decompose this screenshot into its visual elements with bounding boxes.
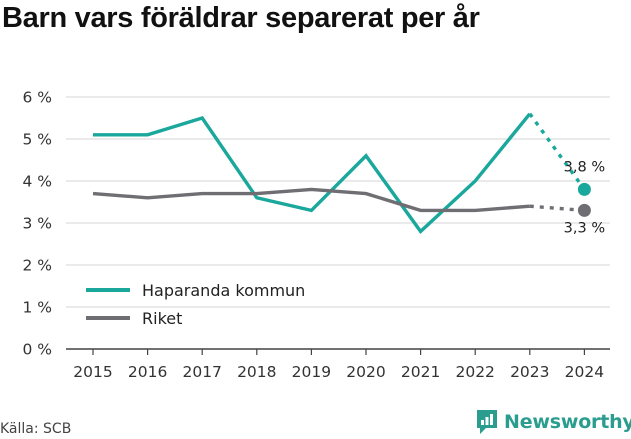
chart-title: Barn vars föräldrar separerat per år bbox=[2, 2, 480, 34]
series-last-segment-1 bbox=[529, 204, 585, 213]
y-tick-label: 3 % bbox=[22, 215, 52, 233]
x-tick-label: 2016 bbox=[128, 363, 167, 381]
x-tick-label: 2017 bbox=[182, 363, 221, 381]
series-end-marker-1 bbox=[577, 203, 591, 217]
y-tick-label: 4 % bbox=[22, 173, 52, 191]
legend-label-0: Haparanda kommun bbox=[142, 281, 305, 300]
series-last-segment-0 bbox=[528, 112, 586, 191]
source-note: Källa: SCB bbox=[0, 421, 72, 437]
x-tick-label: 2019 bbox=[292, 363, 331, 381]
newsworthy-logo-icon bbox=[477, 410, 497, 434]
series-line-1 bbox=[92, 187, 530, 213]
newsworthy-logo-text: Newsworthy bbox=[504, 411, 631, 433]
y-tick-label: 6 % bbox=[22, 89, 52, 107]
x-tick-label: 2022 bbox=[455, 363, 494, 381]
legend-label-1: Riket bbox=[142, 309, 182, 328]
line-chart: 0 % 1 % 2 % 3 % 4 % 5 % 6 % 2015 2016 2017 2018 201… bbox=[22, 89, 610, 381]
gridlines bbox=[66, 96, 610, 308]
x-tick-label: 2015 bbox=[73, 363, 112, 381]
newsworthy-logo: Newsworthy bbox=[476, 409, 631, 435]
y-tick-label: 2 % bbox=[22, 257, 52, 275]
y-tick-label: 1 % bbox=[22, 299, 52, 317]
end-value-label-1: 3,3 % bbox=[564, 220, 605, 236]
axes: 0 % 1 % 2 % 3 % 4 % 5 % 6 % 2015 2016 2017 2018 201… bbox=[22, 89, 610, 381]
y-tick-label: 0 % bbox=[22, 341, 52, 359]
x-tick-label: 2023 bbox=[510, 363, 549, 381]
series-lines: 3,8 % 3,3 % bbox=[92, 112, 605, 236]
series-line-0 bbox=[93, 112, 532, 234]
end-value-label-0: 3,8 % bbox=[564, 159, 605, 175]
x-tick-label: 2021 bbox=[401, 363, 440, 381]
x-tick-label: 2018 bbox=[237, 363, 276, 381]
legend: Haparanda kommun Riket bbox=[86, 281, 305, 328]
x-tick-label: 2020 bbox=[346, 363, 385, 381]
x-tick-label: 2024 bbox=[565, 363, 604, 381]
y-tick-label: 5 % bbox=[22, 131, 52, 149]
series-end-marker-0 bbox=[577, 182, 591, 196]
